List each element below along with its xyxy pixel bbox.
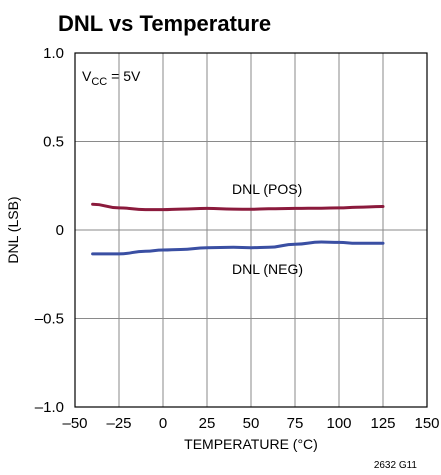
x-tick-label: 25 — [199, 415, 216, 432]
dnl-pos-label: DNL (POS) — [232, 181, 302, 197]
vcc-annotation: VCC = 5V — [82, 68, 141, 88]
y-tick-label: 0 — [56, 222, 64, 239]
dnl-neg-label: DNL (NEG) — [232, 261, 303, 277]
grid — [74, 52, 428, 408]
x-tick-labels: –50 –25 0 25 50 75 100 125 150 — [62, 415, 439, 432]
x-tick-label: 125 — [370, 415, 395, 432]
x-tick-label: –50 — [62, 415, 87, 432]
vcc-rest: = 5V — [107, 68, 141, 84]
x-tick-label: 0 — [159, 415, 167, 432]
series-line-dnl-neg — [91, 240, 385, 256]
x-tick-label: 150 — [414, 415, 439, 432]
y-tick-label: 0.5 — [43, 134, 64, 151]
series-line-dnl-pos — [91, 202, 385, 212]
x-tick-label: 50 — [243, 415, 260, 432]
series-layer — [91, 202, 385, 256]
y-axis-label: DNL (LSB) — [5, 196, 21, 263]
x-tick-label: 75 — [287, 415, 304, 432]
y-tick-label: 1.0 — [43, 45, 64, 62]
x-tick-label: –25 — [106, 415, 131, 432]
y-tick-labels: 1.0 0.5 0 –0.5 –1.0 — [35, 45, 64, 416]
plot-frame — [74, 52, 428, 408]
x-axis-label: TEMPERATURE (°C) — [184, 436, 318, 452]
figure-code: 2632 G11 — [374, 460, 418, 471]
vcc-main: V — [82, 68, 92, 84]
y-tick-label: –1.0 — [35, 399, 64, 416]
vcc-subscript: CC — [91, 76, 107, 88]
x-tick-label: 100 — [326, 415, 351, 432]
chart-title: DNL vs Temperature — [58, 11, 271, 36]
y-tick-label: –0.5 — [35, 311, 64, 328]
